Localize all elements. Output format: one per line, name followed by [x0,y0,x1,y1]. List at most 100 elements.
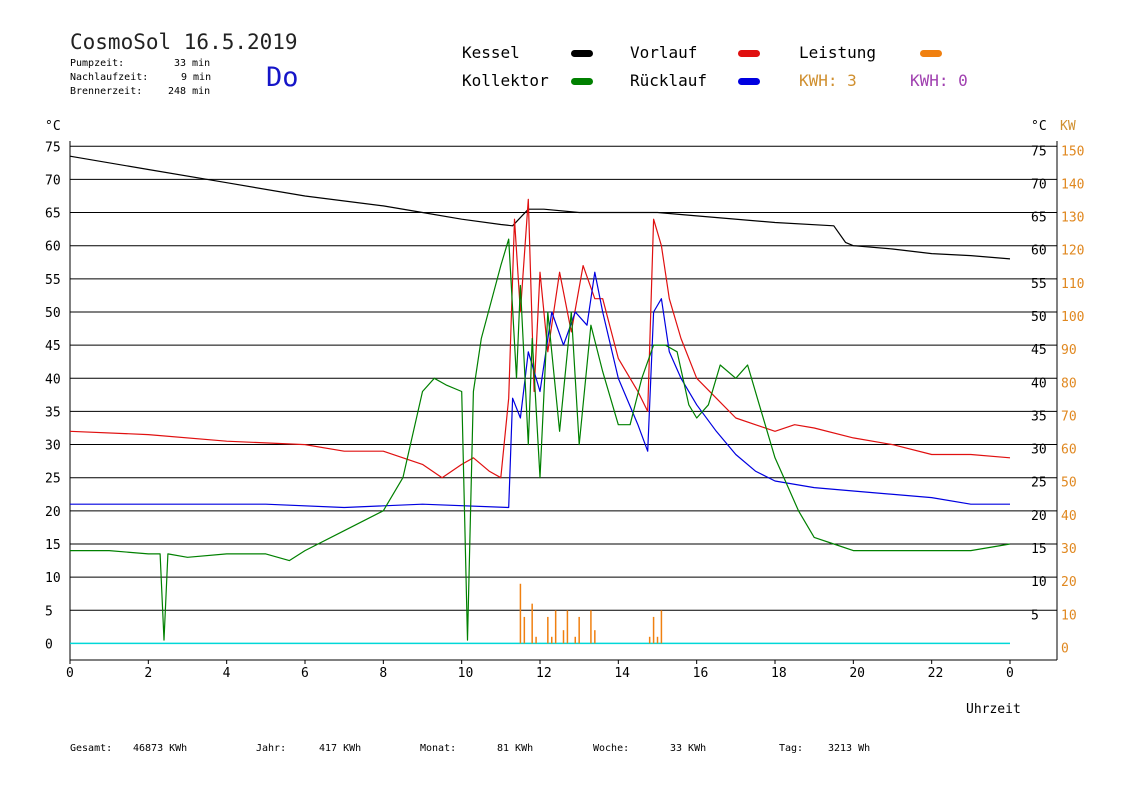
legend-leistung-label: Leistung [799,43,877,62]
y-tick-right-temp: 10 [1031,575,1047,590]
y-tick-left: 65 [45,207,61,222]
footer-gesamt-label: Gesamt: [70,743,113,754]
x-tick-label: 16 [693,666,709,681]
y-tick-left: 0 [45,637,53,652]
x-tick-label: 4 [223,666,231,681]
y-tick-right-power: 10 [1061,608,1077,623]
y-tick-left: 30 [45,439,61,454]
y-tick-right-power: 130 [1061,211,1084,226]
series-kollektor [70,238,1011,641]
x-axis-label: Uhrzeit [966,702,1021,717]
legend-kollektor-label: Kollektor [462,71,549,90]
stat-pumpzeit-label: Pumpzeit: [70,58,125,69]
y-tick-right-power: 0 [1061,641,1069,656]
y-tick-right-temp: 15 [1031,542,1047,557]
chart-grid [69,141,1058,661]
y-tick-right-temp: 30 [1031,443,1047,458]
legend-vorlauf-swatch [738,50,760,57]
footer-jahr-value: 417 KWh [319,743,362,754]
footer-gesamt-value: 46873 KWh [133,743,188,754]
chart-ticks: 0510152025303540455055606570755101520253… [45,140,1084,681]
stat-nachlaufzeit-value: 9 min [181,72,212,83]
footer-woche-label: Woche: [593,743,630,754]
y-tick-right-power: 20 [1061,575,1077,590]
y-tick-right-power: 120 [1061,244,1084,259]
stat-brennerzeit-label: Brennerzeit: [70,86,143,97]
y-tick-left: 20 [45,505,61,520]
y-tick-left: 35 [45,405,61,420]
legend-kollektor-swatch [571,78,593,85]
y-tick-right-temp: 20 [1031,509,1047,524]
legend-kessel-swatch [571,50,593,57]
y-tick-left: 25 [45,472,61,487]
footer-tag-label: Tag: [779,743,804,754]
y-tick-right-temp: 35 [1031,409,1047,424]
y-axis-right-power-unit: KW [1060,119,1076,134]
y-tick-right-temp: 40 [1031,376,1047,391]
x-tick-label: 20 [849,666,865,681]
y-tick-right-power: 60 [1061,443,1077,458]
y-tick-left: 60 [45,240,61,255]
x-tick-label: 0 [66,666,74,681]
y-tick-right-temp: 25 [1031,476,1047,491]
x-tick-label: 18 [771,666,787,681]
y-tick-right-temp: 50 [1031,310,1047,325]
chart-series [69,155,1011,645]
y-tick-right-temp: 65 [1031,211,1047,226]
y-tick-right-power: 40 [1061,509,1077,524]
y-tick-left: 45 [45,339,61,354]
stat-pumpzeit-value: 33 min [174,58,211,69]
legend-kwh-solar: KWH: 3 [799,71,857,90]
x-tick-label: 10 [458,666,474,681]
x-tick-label: 12 [536,666,552,681]
x-tick-label: 22 [928,666,944,681]
y-tick-right-temp: 70 [1031,177,1047,192]
y-tick-right-temp: 5 [1031,608,1039,623]
y-tick-right-power: 100 [1061,310,1084,325]
stat-nachlaufzeit-label: Nachlaufzeit: [70,72,149,83]
y-tick-left: 40 [45,372,61,387]
series-kessel [69,155,1011,260]
y-tick-left: 70 [45,173,61,188]
stat-brennerzeit-value: 248 min [168,86,211,97]
legend-kwh-brenner: KWH: 0 [910,71,968,90]
y-tick-right-power: 70 [1061,409,1077,424]
y-tick-right-power: 30 [1061,542,1077,557]
x-tick-label: 14 [614,666,630,681]
x-tick-label: 8 [379,666,387,681]
y-tick-left: 15 [45,538,61,553]
series-rücklauf [70,271,1010,509]
y-tick-right-temp: 45 [1031,343,1047,358]
y-tick-left: 55 [45,273,61,288]
legend-leistung-swatch [920,50,942,57]
y-tick-right-power: 80 [1061,376,1077,391]
footer-monat-label: Monat: [420,743,457,754]
y-tick-right-temp: 55 [1031,277,1047,292]
footer-woche-value: 33 KWh [670,743,707,754]
y-tick-right-temp: 60 [1031,244,1047,259]
legend-ruecklauf-label: Rücklauf [630,71,708,90]
legend-ruecklauf-swatch [738,78,760,85]
y-tick-right-power: 110 [1061,277,1084,292]
y-tick-right-power: 150 [1061,144,1084,159]
footer-tag-value: 3213 Wh [828,743,871,754]
y-tick-right-power: 90 [1061,343,1077,358]
legend-kessel-label: Kessel [462,43,520,62]
y-tick-left: 10 [45,571,61,586]
series-vorlauf [69,198,1011,479]
y-axis-left-unit: °C [45,119,61,134]
x-tick-label: 0 [1006,666,1014,681]
chart-title: CosmoSol 16.5.2019 [70,30,298,54]
y-axis-right-temp-unit: °C [1031,119,1047,134]
y-tick-right-power: 50 [1061,476,1077,491]
weekday-label: Do [266,62,299,93]
y-tick-left: 50 [45,306,61,321]
legend-vorlauf-label: Vorlauf [630,43,698,62]
x-tick-label: 6 [301,666,309,681]
x-tick-label: 2 [144,666,152,681]
y-tick-right-power: 140 [1061,177,1084,192]
y-tick-right-temp: 75 [1031,144,1047,159]
footer-monat-value: 81 KWh [497,743,534,754]
footer-jahr-label: Jahr: [256,743,287,754]
